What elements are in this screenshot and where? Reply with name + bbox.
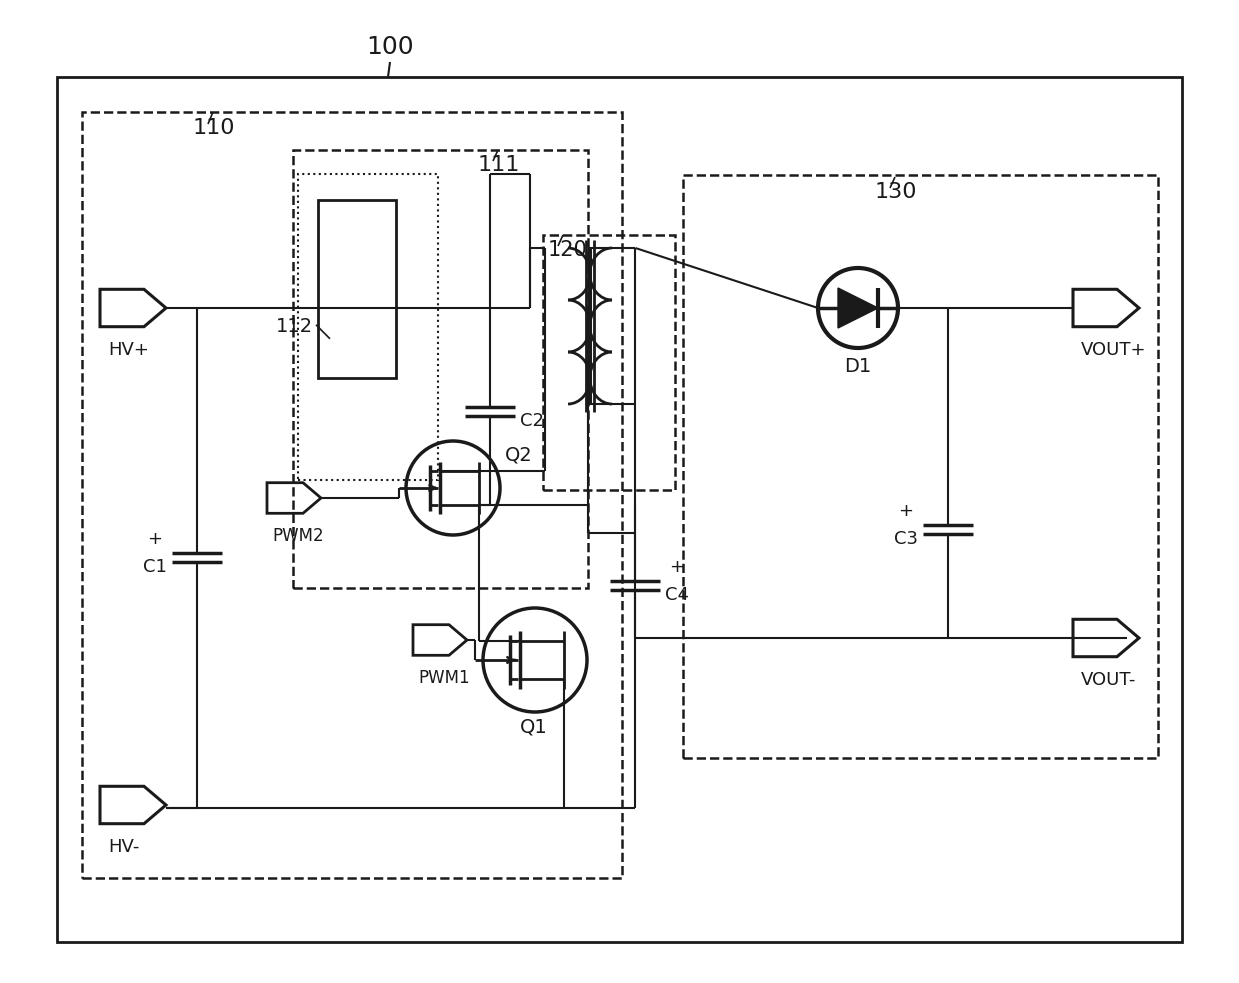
Text: PWM2: PWM2: [273, 527, 323, 545]
Text: VOUT+: VOUT+: [1080, 341, 1146, 359]
Text: 110: 110: [193, 118, 235, 138]
Bar: [82, 112, 622, 878]
Text: C1: C1: [142, 558, 167, 576]
Text: Q2: Q2: [506, 445, 533, 465]
Bar: [299, 174, 439, 480]
Text: 111: 111: [478, 155, 520, 175]
Text: 130: 130: [875, 182, 918, 202]
Text: +: +: [898, 501, 913, 519]
Bar: [292, 150, 589, 588]
Text: HV+: HV+: [108, 341, 149, 359]
Bar: [318, 200, 396, 378]
Text: Q1: Q1: [519, 718, 548, 736]
Bar: [57, 77, 1182, 942]
Text: 100: 100: [367, 35, 414, 59]
Polygon shape: [838, 288, 878, 328]
Text: 120: 120: [548, 240, 587, 260]
Text: +: +: [669, 558, 684, 576]
Text: 112: 112: [276, 318, 313, 336]
Text: VOUT-: VOUT-: [1080, 671, 1136, 689]
Bar: [543, 235, 675, 490]
Text: PWM1: PWM1: [418, 669, 470, 687]
Text: D1: D1: [844, 357, 871, 376]
Bar: [683, 175, 1158, 758]
Text: C4: C4: [665, 586, 689, 604]
Text: C3: C3: [895, 530, 918, 548]
Text: HV-: HV-: [108, 838, 139, 856]
Text: C2: C2: [520, 412, 544, 430]
Text: +: +: [147, 530, 162, 548]
